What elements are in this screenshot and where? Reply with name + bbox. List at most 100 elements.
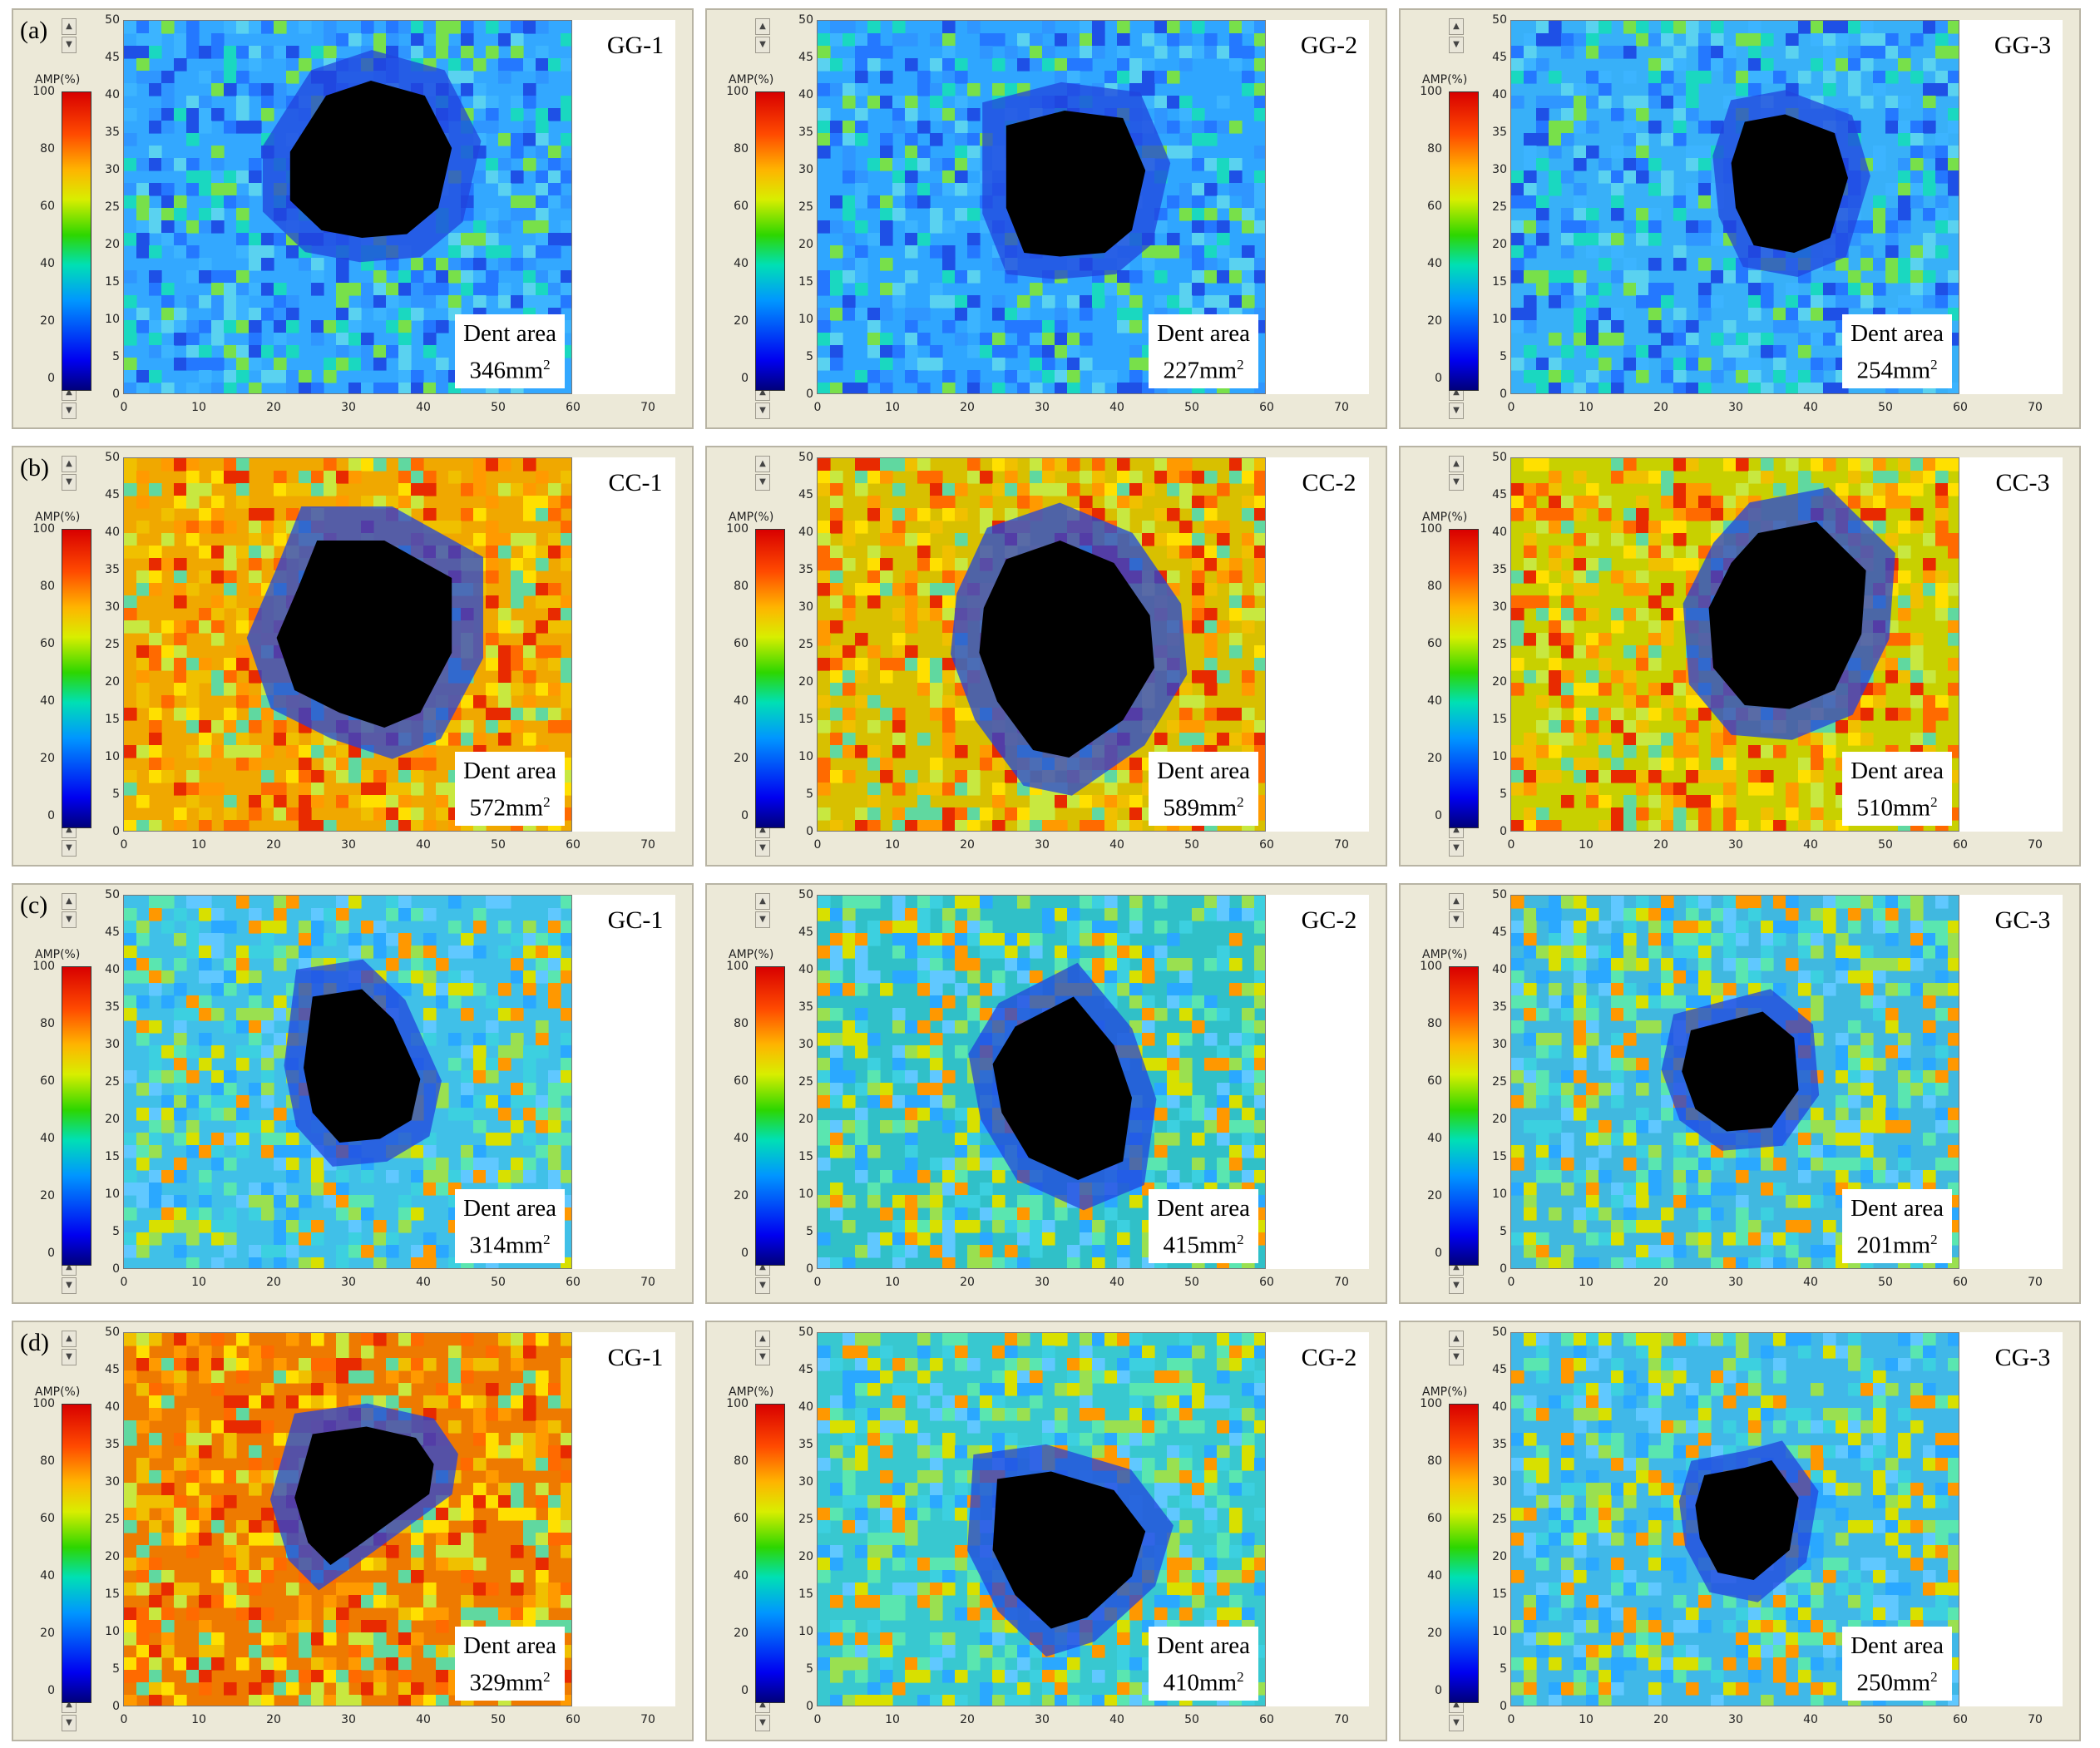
scan-panel: ▲ ▼ ▲ ▼ AMP(%) 100 80 60 40 20 0 Dent area 329… (12, 1321, 694, 1741)
colorbar-tick: 40 (1427, 694, 1442, 708)
scroll-down-icon[interactable]: ▼ (755, 1349, 770, 1365)
y-axis-tick: 10 (1492, 1625, 1507, 1638)
y-axis-tick: 10 (1492, 313, 1507, 326)
scroll-down-icon[interactable]: ▼ (755, 37, 770, 53)
colorbar-tick: 60 (1427, 1512, 1442, 1525)
scroll-up-icon[interactable]: ▲ (755, 456, 770, 472)
x-axis-tick: 40 (416, 838, 431, 852)
y-axis-tick: 15 (798, 275, 813, 289)
scan-panel: ▲ ▼ ▲ ▼ AMP(%) 100 80 60 40 20 0 Dent area 346… (12, 8, 694, 429)
x-axis-tick: 40 (1803, 1713, 1818, 1726)
colorbar-tick: 100 (32, 1397, 55, 1410)
dent-area-title: Dent area (1850, 320, 1944, 348)
x-axis-tick: 50 (1184, 1276, 1199, 1289)
y-axis-tick: 10 (1492, 750, 1507, 763)
y-axis-tick: 20 (1492, 1550, 1507, 1563)
scroll-down-icon[interactable]: ▼ (755, 1277, 770, 1294)
x-axis-tick: 70 (640, 401, 655, 414)
colorbar-tick: 80 (40, 1017, 55, 1030)
scroll-up-icon[interactable]: ▲ (755, 1331, 770, 1347)
x-axis-tick: 0 (813, 838, 822, 852)
scroll-down-icon[interactable]: ▼ (62, 911, 77, 928)
scroll-down-icon[interactable]: ▼ (755, 474, 770, 491)
scroll-down-icon[interactable]: ▼ (62, 1349, 77, 1365)
x-axis-tick: 70 (640, 838, 655, 852)
scroll-up-icon[interactable]: ▲ (755, 893, 770, 910)
x-axis-tick: 10 (1579, 401, 1594, 414)
colorbar-title: AMP(%) (1422, 1385, 1468, 1399)
amplitude-colorbar (62, 91, 91, 391)
vertical-scrollbar[interactable]: ▲ ▼ ▲ ▼ (755, 18, 772, 421)
specimen-label: GG-3 (1994, 32, 2052, 59)
scroll-down-icon[interactable]: ▼ (1449, 1349, 1464, 1365)
scroll-down-icon[interactable]: ▼ (1449, 1277, 1464, 1294)
y-axis-tick: 10 (105, 750, 120, 763)
x-axis-tick: 40 (1109, 401, 1124, 414)
panel-letter: (a) (20, 17, 48, 45)
y-axis-tick: 30 (798, 1038, 813, 1051)
dent-area-number: 250 (1856, 1670, 1893, 1696)
dent-area-unit: mm (1892, 1232, 1931, 1259)
vertical-scrollbar[interactable]: ▲ ▼ ▲ ▼ (755, 456, 772, 858)
colorbar-tick: 40 (40, 1569, 55, 1583)
scroll-up-icon[interactable]: ▲ (1449, 1331, 1464, 1347)
y-axis-tick: 45 (1492, 1363, 1507, 1376)
scroll-down-icon[interactable]: ▼ (755, 1715, 770, 1731)
scroll-down-icon[interactable]: ▼ (62, 1277, 77, 1294)
scroll-down-icon[interactable]: ▼ (1449, 37, 1464, 53)
scroll-down-icon[interactable]: ▼ (755, 840, 770, 857)
scroll-down-icon[interactable]: ▼ (62, 402, 77, 419)
scroll-up-icon[interactable]: ▲ (62, 893, 77, 910)
amplitude-colorbar (1449, 91, 1479, 391)
scroll-up-icon[interactable]: ▲ (62, 456, 77, 472)
c-scan-heatmap: Dent area 589mm2 (817, 457, 1266, 832)
x-axis-tick: 20 (960, 401, 975, 414)
vertical-scrollbar[interactable]: ▲ ▼ ▲ ▼ (62, 456, 78, 858)
scroll-down-icon[interactable]: ▼ (1449, 1715, 1464, 1731)
vertical-scrollbar[interactable]: ▲ ▼ ▲ ▼ (62, 18, 78, 421)
scroll-down-icon[interactable]: ▼ (1449, 402, 1464, 419)
scroll-up-icon[interactable]: ▲ (1449, 18, 1464, 35)
x-axis-tick: 30 (1035, 401, 1050, 414)
scroll-up-icon[interactable]: ▲ (1449, 893, 1464, 910)
scroll-up-icon[interactable]: ▲ (62, 1331, 77, 1347)
y-axis-tick: 40 (798, 526, 813, 539)
dent-area-title: Dent area (1157, 320, 1250, 348)
scroll-down-icon[interactable]: ▼ (1449, 840, 1464, 857)
scroll-up-icon[interactable]: ▲ (1449, 456, 1464, 472)
colorbar-tick: 60 (1427, 637, 1442, 650)
scroll-up-icon[interactable]: ▲ (755, 18, 770, 35)
colorbar-tick: 80 (734, 580, 749, 593)
colorbar-tick: 0 (47, 809, 55, 822)
y-axis-tick: 45 (798, 488, 813, 501)
colorbar-title: AMP(%) (35, 73, 81, 86)
scroll-down-icon[interactable]: ▼ (62, 37, 77, 53)
colorbar-tick: 40 (734, 257, 749, 270)
c-scan-heatmap: Dent area 250mm2 (1510, 1332, 1959, 1706)
scroll-down-icon[interactable]: ▼ (755, 911, 770, 928)
dent-area-unit: mm (1198, 358, 1238, 384)
y-axis-tick: 30 (1492, 600, 1507, 614)
y-axis-tick: 30 (1492, 1038, 1507, 1051)
amplitude-colorbar (755, 91, 785, 391)
scroll-down-icon[interactable]: ▼ (1449, 911, 1464, 928)
dent-area-number: 572 (469, 795, 506, 822)
scroll-up-icon[interactable]: ▲ (62, 18, 77, 35)
scroll-down-icon[interactable]: ▼ (62, 1715, 77, 1731)
dent-area-label: Dent area 346mm2 (455, 314, 565, 388)
vertical-scrollbar[interactable]: ▲ ▼ ▲ ▼ (755, 893, 772, 1296)
y-axis-tick: 20 (1492, 1113, 1507, 1126)
x-axis-tick: 50 (1878, 1713, 1893, 1726)
colorbar-tick: 40 (734, 694, 749, 708)
colorbar-tick: 0 (1435, 809, 1442, 822)
scan-panel: ▲ ▼ ▲ ▼ AMP(%) 100 80 60 40 20 0 Dent area 227… (705, 8, 1387, 429)
x-axis-tick: 50 (491, 838, 506, 852)
scroll-down-icon[interactable]: ▼ (62, 474, 77, 491)
dent-area-title: Dent area (463, 320, 556, 348)
scroll-down-icon[interactable]: ▼ (62, 840, 77, 857)
vertical-scrollbar[interactable]: ▲ ▼ ▲ ▼ (755, 1331, 772, 1733)
scroll-down-icon[interactable]: ▼ (755, 402, 770, 419)
y-axis-tick: 50 (798, 451, 813, 464)
x-axis-tick: 70 (2028, 1713, 2043, 1726)
scroll-down-icon[interactable]: ▼ (1449, 474, 1464, 491)
